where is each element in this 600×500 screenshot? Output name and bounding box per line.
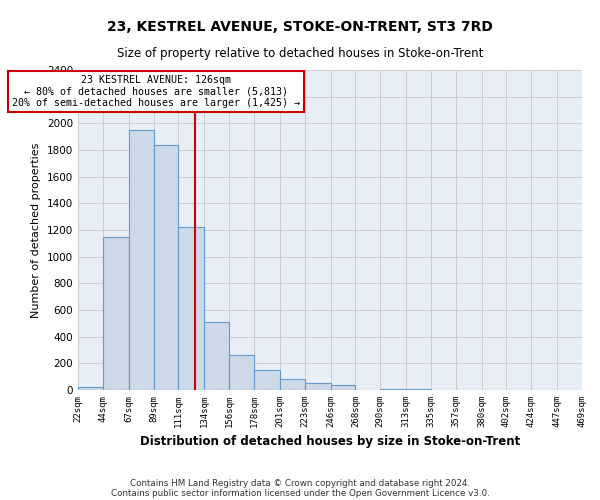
Bar [204, 322, 229, 390]
Bar [129, 130, 154, 390]
Bar [78, 386, 103, 390]
Bar [178, 228, 204, 390]
Bar [229, 354, 254, 390]
Text: Size of property relative to detached houses in Stoke-on-Trent: Size of property relative to detached ho… [117, 48, 483, 60]
Text: 23, KESTREL AVENUE, STOKE-ON-TRENT, ST3 7RD: 23, KESTREL AVENUE, STOKE-ON-TRENT, ST3 … [107, 20, 493, 34]
Bar [305, 384, 331, 390]
Y-axis label: Number of detached properties: Number of detached properties [31, 142, 41, 318]
Bar [280, 380, 305, 390]
Text: 23 KESTREL AVENUE: 126sqm
← 80% of detached houses are smaller (5,813)
20% of se: 23 KESTREL AVENUE: 126sqm ← 80% of detac… [12, 75, 300, 108]
Bar [254, 370, 280, 390]
Bar [331, 384, 355, 390]
Bar [380, 388, 406, 390]
Text: Contains public sector information licensed under the Open Government Licence v3: Contains public sector information licen… [110, 488, 490, 498]
Bar [103, 236, 129, 390]
Text: Contains HM Land Registry data © Crown copyright and database right 2024.: Contains HM Land Registry data © Crown c… [130, 478, 470, 488]
Bar [154, 144, 178, 390]
X-axis label: Distribution of detached houses by size in Stoke-on-Trent: Distribution of detached houses by size … [140, 436, 520, 448]
